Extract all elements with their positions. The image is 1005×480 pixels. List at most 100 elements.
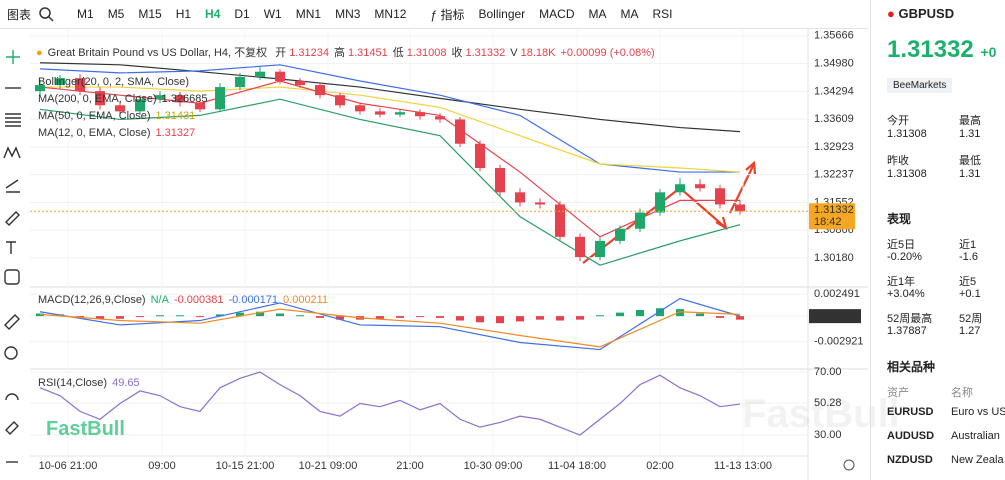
symbol: ● GBPUSD [887, 6, 955, 21]
timeframe[interactable]: W1 [263, 7, 282, 21]
candle-body [95, 91, 105, 106]
overlay-name: MA(12, 0, EMA, Close) [38, 127, 151, 139]
main-legend: ● Great Britain Pound vs US Dollar, H4, 不… [36, 44, 665, 60]
magnet-tool[interactable] [5, 393, 19, 401]
timeframe[interactable]: D1 [234, 7, 250, 21]
candle-body [655, 192, 665, 213]
perf-value: +3.04% [887, 288, 925, 300]
macd-bar [596, 315, 604, 317]
search-icon[interactable] [38, 6, 54, 22]
lock-tool[interactable] [5, 421, 19, 435]
candle-body [695, 184, 705, 189]
indicator-button[interactable]: MA [620, 7, 639, 21]
candle-body [375, 111, 385, 115]
chart-title: Great Britain Pound vs US Dollar, H4, 不复… [47, 47, 268, 59]
timeframe[interactable]: M5 [107, 7, 125, 21]
indicator-button[interactable]: MA [588, 7, 607, 21]
quote-sidebar: ● GBPUSD 1.31332 +0 BeeMarkets 今开 1.31308… [870, 0, 1005, 480]
ohlc-label: 低 [392, 47, 404, 59]
timeframe[interactable]: MN3 [335, 7, 361, 21]
price-tag [809, 203, 855, 230]
chart-menu[interactable]: 图表 [7, 7, 32, 22]
candle-body [275, 71, 285, 81]
macd-bar [636, 309, 644, 317]
candle-body [435, 116, 445, 120]
perf-value: 1.37887 [887, 325, 927, 337]
rsi-value: 49.65 [112, 377, 140, 389]
candle-body [195, 102, 205, 110]
candle-body [515, 192, 525, 203]
perf-label: 近5 [959, 276, 977, 288]
legend-row: Bollinger(20, 0, 2, SMA, Close) [38, 76, 212, 93]
timeframe[interactable]: M15 [138, 7, 162, 21]
ma50-line [40, 86, 741, 173]
y-tick-label: 1.34980 [814, 58, 854, 70]
text-tool[interactable] [6, 241, 16, 254]
y-tick-label: 1.35666 [814, 30, 854, 42]
pattern-tool[interactable] [3, 146, 21, 159]
macd-bar [536, 316, 544, 320]
indicator-button[interactable]: Bollinger [478, 7, 526, 21]
macd-bar [276, 313, 284, 317]
macd-bar [516, 316, 524, 322]
candle-body [575, 236, 585, 258]
x-tick-label: 02:00 [646, 460, 674, 472]
stat-label: 今开 [887, 115, 909, 127]
stat-label: 最高 [959, 115, 981, 127]
stat-value: 1.31308 [887, 168, 927, 180]
perf-value: -0.20% [887, 251, 922, 263]
legend-row: MA(200, 0, EMA, Close) 1.326685 [38, 93, 212, 110]
indicators-button[interactable]: ƒ 指标 [430, 7, 465, 22]
zoom-tool[interactable] [4, 346, 18, 360]
price-change: +0 [980, 44, 997, 60]
logo: FastBull [46, 418, 125, 440]
stat-value: 1.31308 [887, 128, 927, 140]
macd-bar [236, 312, 244, 317]
macd-bar [696, 313, 704, 317]
perf-label: 近1年 [887, 276, 916, 288]
timeframe[interactable]: H1 [175, 7, 192, 21]
macd-bar [216, 314, 224, 317]
table-cell: EURUSD [887, 406, 934, 418]
overlay-name: MA(200, 0, EMA, Close) [38, 93, 157, 105]
brush-tool[interactable] [5, 211, 20, 226]
macd-bar [316, 316, 324, 318]
emoji-tool[interactable] [4, 269, 20, 285]
timeframe[interactable]: MN1 [295, 7, 322, 21]
projection-tool[interactable] [5, 179, 20, 193]
macd-bar [136, 316, 144, 318]
macd-line [39, 297, 741, 351]
price-tag-label: 1.31332 [814, 204, 854, 216]
stat-label: 最低 [959, 155, 981, 167]
change: +0.00099 (+0.08%) [560, 47, 655, 59]
candle-body [175, 95, 185, 103]
ruler-tool[interactable] [4, 314, 20, 330]
x-tick-label: 21:00 [396, 460, 424, 472]
price-text: 1.31332 [887, 36, 974, 63]
macd-bar [396, 316, 404, 318]
legend-row: MA(50, 0, EMA, Close) 1.31431 [38, 110, 212, 127]
timeframe[interactable]: MN12 [374, 7, 407, 21]
macd-name: MACD(12,26,9,Close) [38, 294, 146, 306]
timeframe[interactable]: M1 [77, 7, 94, 21]
timeframe[interactable]: H4 [205, 7, 221, 21]
macd-bar [376, 316, 384, 319]
candle-body [155, 95, 165, 100]
overlay-legend: Bollinger(20, 0, 2, SMA, Close) MA(200, 0… [38, 76, 212, 144]
y-tick-label: 70.00 [814, 366, 842, 378]
candle-body [75, 78, 85, 92]
rsi-name: RSI(14,Close) [38, 377, 108, 389]
settings-icon[interactable] [843, 459, 855, 471]
perf-value: -1.6 [959, 251, 978, 263]
macd-bar [716, 316, 724, 318]
indicator-button[interactable]: RSI [652, 7, 673, 21]
y-tick-label: 0.000000 [814, 310, 860, 322]
watermark: FastBull [742, 392, 900, 436]
signal-line [39, 308, 741, 348]
crosshair-tool[interactable] [6, 50, 20, 64]
fib-tool[interactable] [5, 113, 21, 127]
macd-bar [556, 316, 564, 321]
macd-na: N/A [150, 294, 169, 306]
indicator-button[interactable]: MACD [539, 7, 575, 21]
bollinger-name: Bollinger(20, 0, 2, SMA, Close) [38, 76, 190, 88]
